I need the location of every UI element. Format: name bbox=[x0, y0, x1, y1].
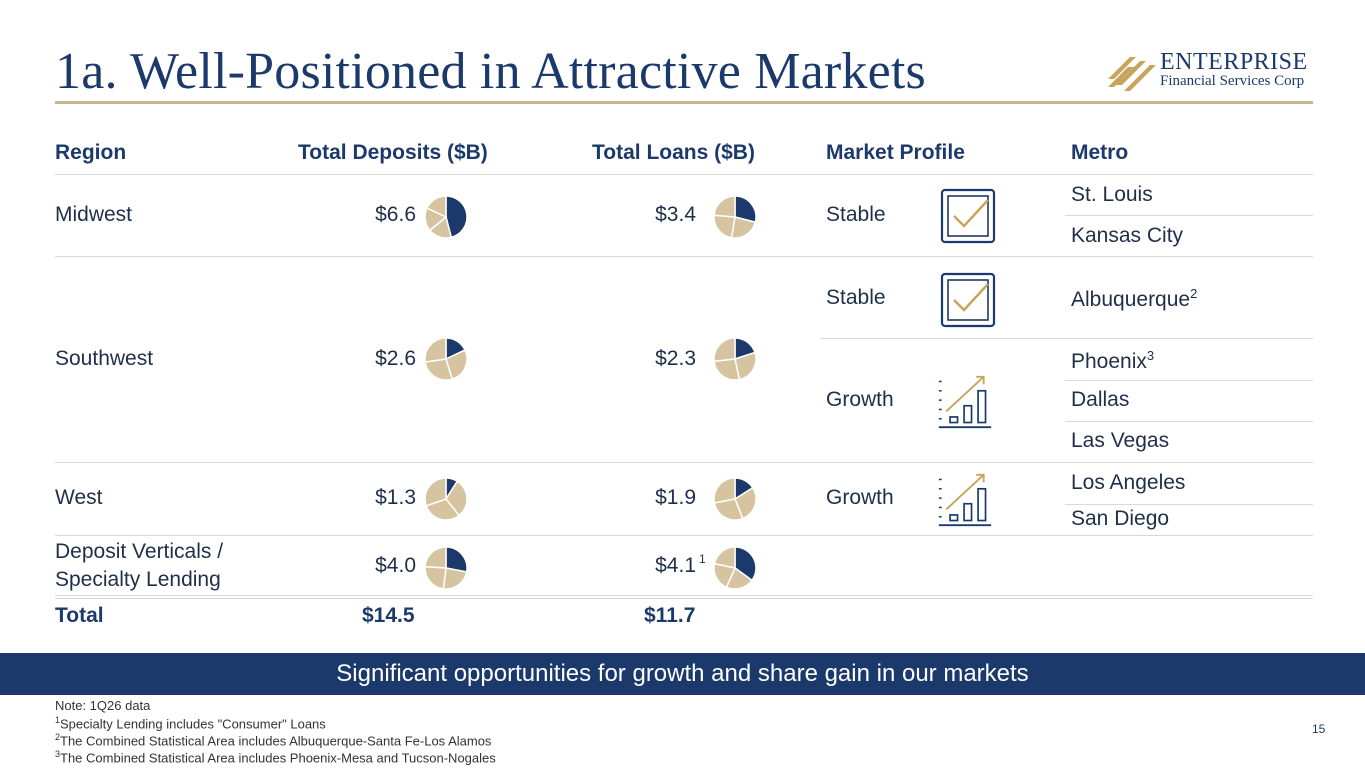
total-deposits: $14.5 bbox=[362, 604, 415, 627]
pie-slice-other bbox=[425, 498, 461, 521]
pie-slice-other bbox=[424, 546, 447, 569]
deposits-midwest: $6.6 bbox=[375, 203, 416, 226]
metro-los-angeles: Los Angeles bbox=[1071, 471, 1186, 494]
deposits-share-pie bbox=[424, 546, 468, 590]
pie-slice-other bbox=[734, 351, 757, 381]
pie-slice-selected bbox=[734, 546, 757, 582]
key-message-banner: Significant opportunities for growth and… bbox=[0, 653, 1365, 695]
metro-phoenix: Phoenix3 bbox=[1071, 348, 1155, 373]
row-divider bbox=[1065, 215, 1313, 216]
header-region: Region bbox=[55, 141, 127, 164]
metro-kansas-city: Kansas City bbox=[1071, 224, 1184, 247]
header-deposits: Total Deposits ($B) bbox=[298, 141, 488, 164]
bar-chart-growth-icon bbox=[938, 473, 992, 527]
checkbox-check-icon bbox=[940, 188, 996, 244]
loans-verticals: $4.1 bbox=[655, 554, 696, 577]
header-metro: Metro bbox=[1071, 141, 1129, 164]
loans-share-pie bbox=[713, 477, 757, 521]
loans-southwest: $2.3 bbox=[655, 347, 696, 370]
row-divider bbox=[55, 256, 1313, 257]
pie-slice-other bbox=[713, 498, 744, 521]
pie-slice-selected bbox=[734, 195, 757, 224]
loans-footnote-marker: 1 bbox=[699, 552, 706, 566]
row-divider bbox=[55, 595, 1313, 596]
footnote-note: Note: 1Q26 data bbox=[55, 698, 151, 713]
page-title: 1a. Well-Positioned in Attractive Market… bbox=[55, 43, 926, 100]
footnote-3: 3The Combined Statistical Area includes … bbox=[55, 749, 496, 766]
profile-albuquerque: Stable bbox=[826, 286, 886, 309]
region-verticals-line2: Specialty Lending bbox=[55, 568, 221, 591]
loans-midwest: $3.4 bbox=[655, 203, 696, 226]
pie-slice-other bbox=[442, 567, 468, 590]
pie-slice-other bbox=[713, 477, 736, 504]
loans-west: $1.9 bbox=[655, 486, 696, 509]
region-west: West bbox=[55, 486, 103, 509]
bar-chart-growth-icon bbox=[938, 375, 992, 429]
deposits-share-pie bbox=[424, 337, 468, 381]
profile-growth-southwest: Growth bbox=[826, 388, 894, 411]
row-divider bbox=[1065, 504, 1313, 505]
pie-slice-other bbox=[424, 477, 447, 507]
header-loans: Total Loans ($B) bbox=[592, 141, 755, 164]
row-divider bbox=[55, 462, 1313, 463]
region-verticals-line1: Deposit Verticals / bbox=[55, 540, 224, 563]
logo-wordmark: ENTERPRISE bbox=[1160, 49, 1308, 75]
footnote-1: 1Specialty Lending includes "Consumer" L… bbox=[55, 715, 326, 732]
pie-slice-other bbox=[424, 358, 454, 381]
metro-las-vegas: Las Vegas bbox=[1071, 429, 1170, 452]
total-loans: $11.7 bbox=[644, 604, 696, 627]
pie-slice-selected bbox=[445, 195, 468, 239]
checkbox-check-icon bbox=[940, 272, 996, 328]
region-midwest: Midwest bbox=[55, 203, 133, 226]
pie-slice-other bbox=[426, 195, 447, 219]
footnote-2: 2The Combined Statistical Area includes … bbox=[55, 732, 492, 749]
logo-mark-icon bbox=[1108, 57, 1156, 91]
company-logo: ENTERPRISE Financial Services Corp bbox=[1108, 49, 1318, 93]
page-number: 15 bbox=[1312, 722, 1326, 736]
profile-midwest: Stable bbox=[826, 203, 886, 226]
pie-slice-selected bbox=[445, 546, 468, 573]
total-label: Total bbox=[55, 604, 104, 627]
pie-slice-other bbox=[713, 358, 741, 381]
pie-slice-other bbox=[445, 349, 468, 381]
header-market-profile: Market Profile bbox=[826, 141, 965, 164]
deposits-share-pie bbox=[424, 195, 468, 239]
row-divider bbox=[820, 338, 1313, 339]
metro-st-louis: St. Louis bbox=[1071, 183, 1153, 206]
logo-subtitle: Financial Services Corp bbox=[1160, 73, 1305, 89]
pie-slice-other bbox=[713, 195, 736, 218]
pie-slice-other bbox=[713, 214, 736, 239]
region-southwest: Southwest bbox=[55, 347, 154, 370]
deposits-verticals: $4.0 bbox=[375, 554, 416, 577]
pie-slice-other bbox=[424, 337, 447, 363]
pie-slice-other bbox=[713, 337, 736, 363]
loans-share-pie bbox=[713, 546, 757, 590]
pie-slice-other bbox=[713, 546, 736, 569]
pie-slice-other bbox=[445, 480, 468, 517]
row-divider bbox=[55, 598, 1313, 599]
loans-share-pie bbox=[713, 195, 757, 239]
loans-share-pie bbox=[713, 337, 757, 381]
deposits-southwest: $2.6 bbox=[375, 347, 416, 370]
metro-albuquerque: Albuquerque2 bbox=[1071, 286, 1198, 311]
row-divider bbox=[1065, 380, 1313, 381]
metro-dallas: Dallas bbox=[1071, 388, 1130, 411]
title-divider bbox=[55, 101, 1313, 104]
pie-slice-other bbox=[424, 565, 447, 590]
deposits-west: $1.3 bbox=[375, 486, 416, 509]
deposits-share-pie bbox=[424, 477, 468, 521]
metro-san-diego: San Diego bbox=[1071, 507, 1170, 530]
profile-growth-west: Growth bbox=[826, 486, 894, 509]
row-divider bbox=[55, 535, 1313, 536]
row-divider bbox=[55, 174, 1313, 175]
row-divider bbox=[1065, 421, 1313, 422]
